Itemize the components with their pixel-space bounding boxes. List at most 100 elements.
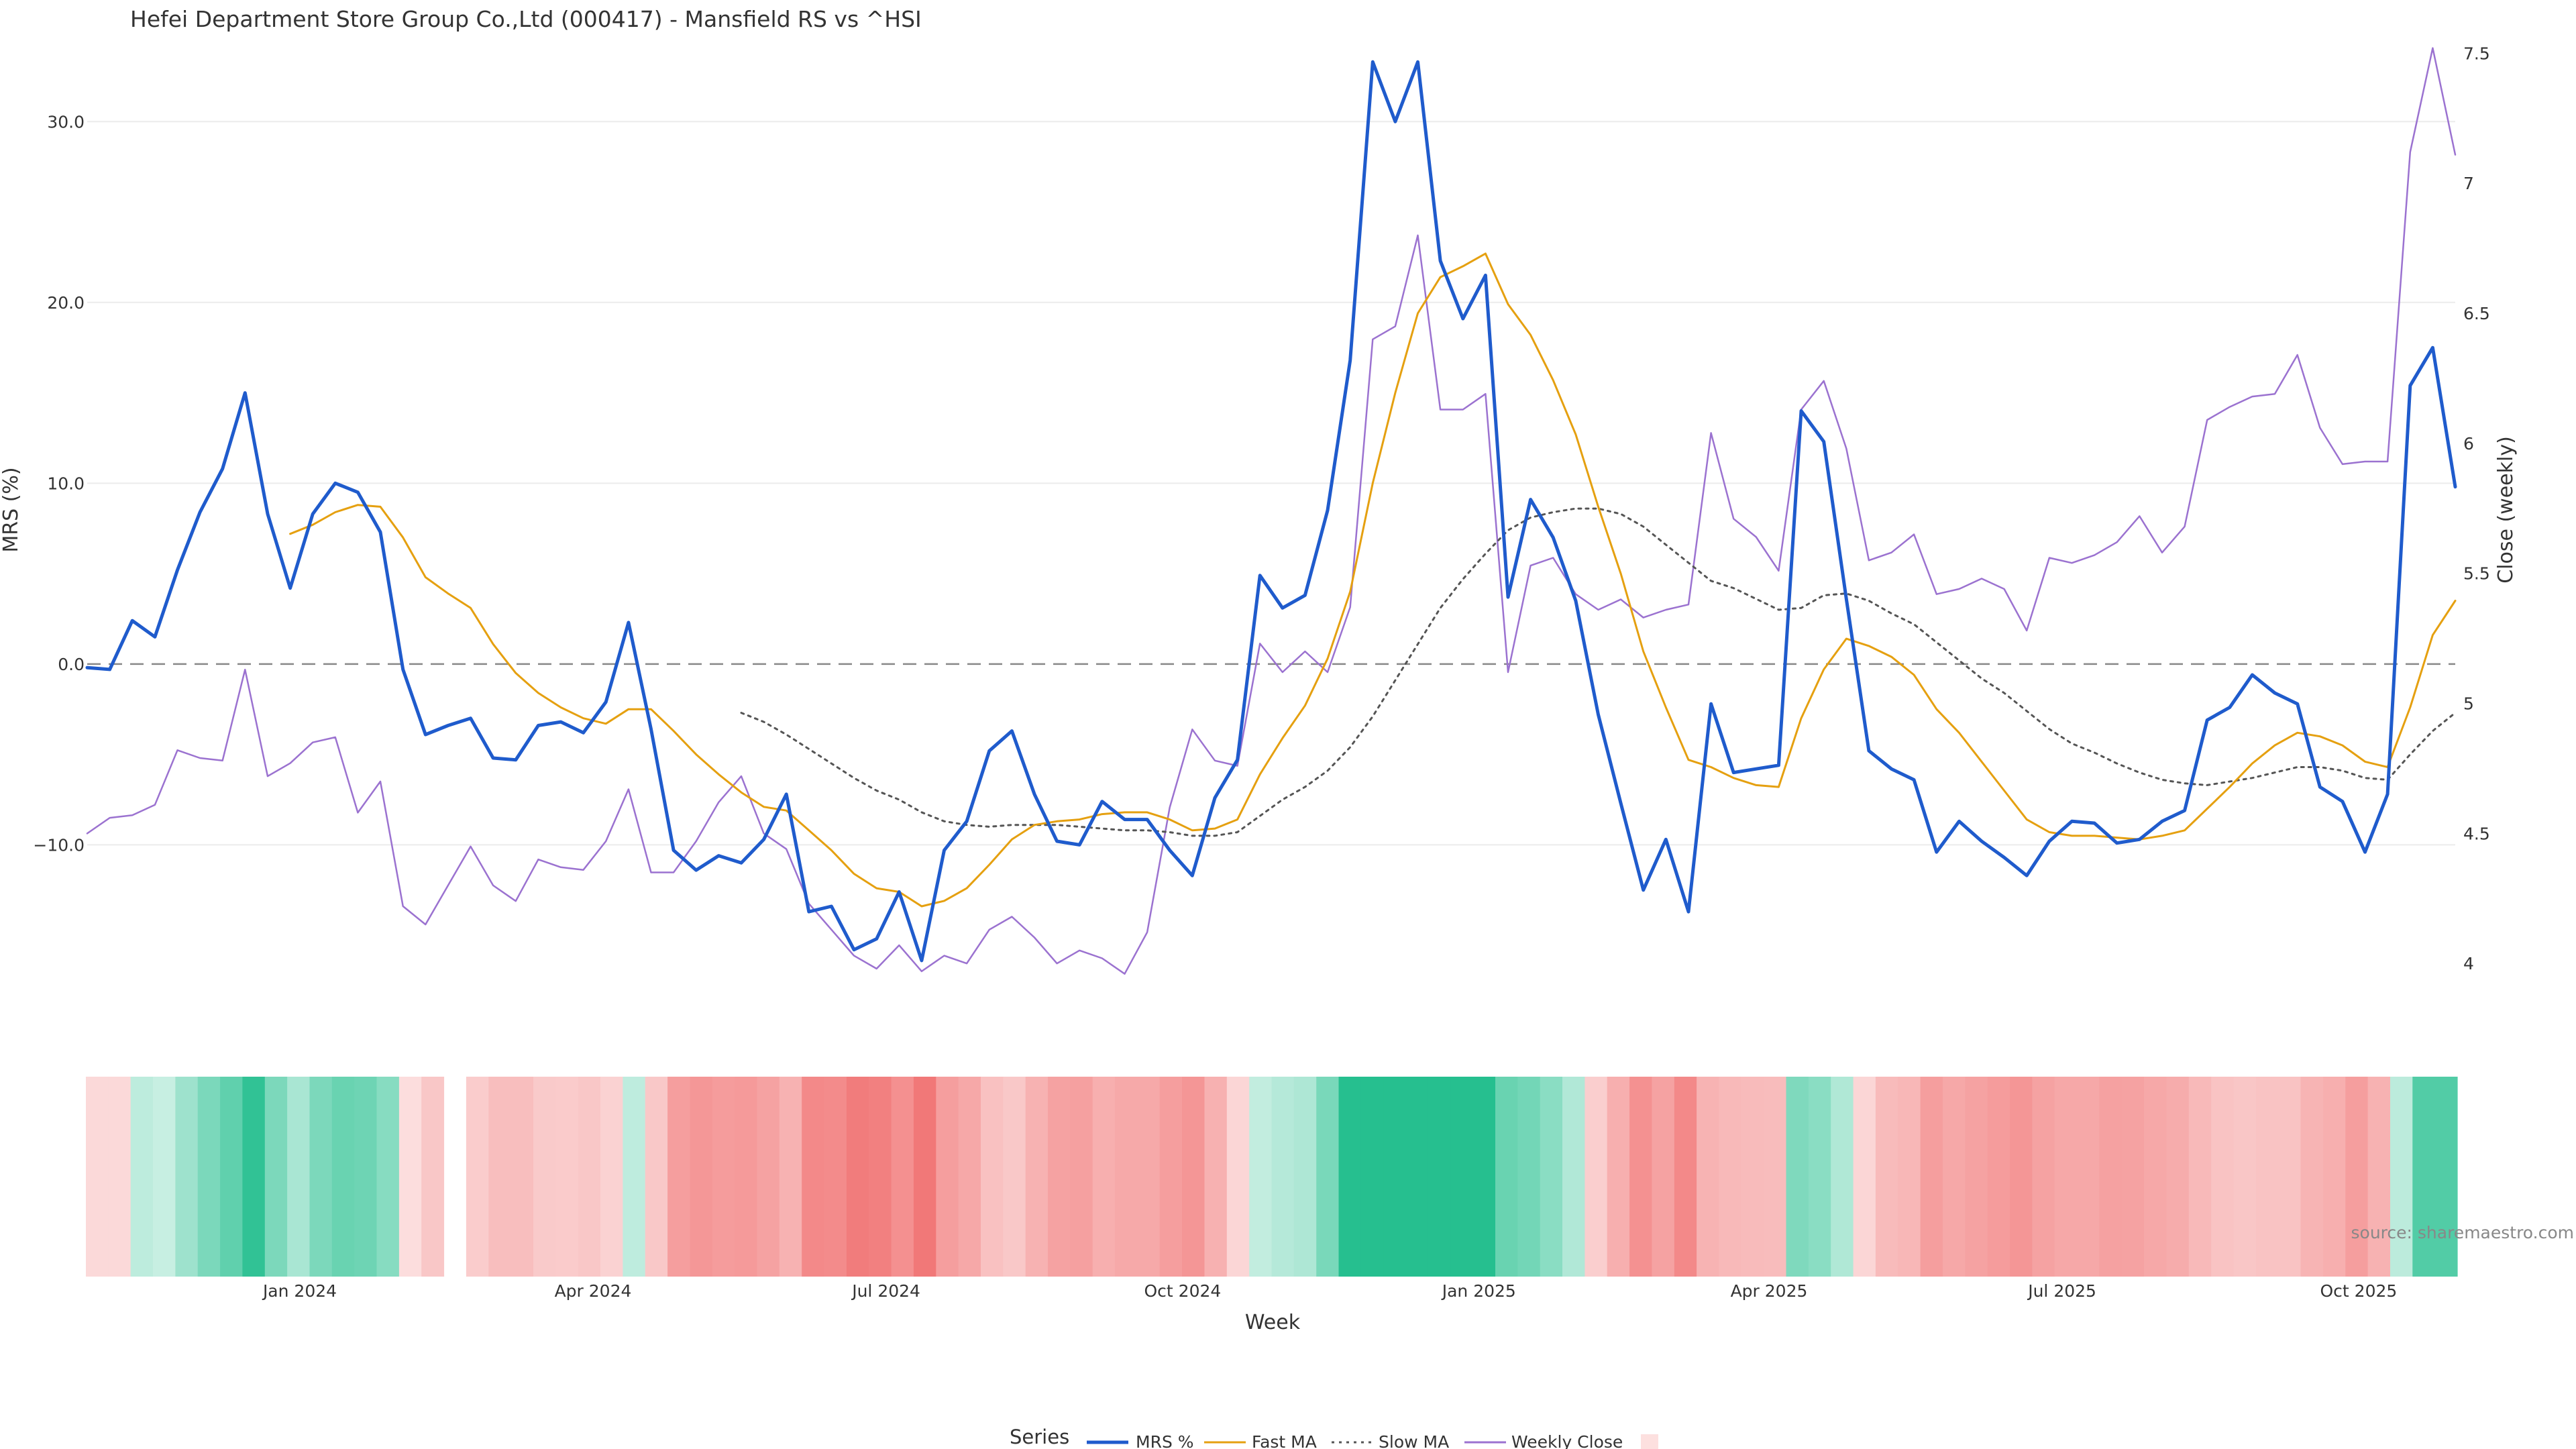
source-note: source: sharemaestro.com	[2351, 1223, 2575, 1242]
heatmap-cell	[488, 1077, 512, 1277]
heatmap-cell	[1003, 1077, 1026, 1277]
heatmap-cell	[1853, 1077, 1876, 1277]
heatmap-cell	[779, 1077, 802, 1277]
heatmap-cell	[1115, 1077, 1138, 1277]
heatmap-cell	[1808, 1077, 1831, 1277]
heatmap-cell	[1137, 1077, 1161, 1277]
series-line-mrs	[85, 60, 2457, 963]
heatmap-cell	[600, 1077, 623, 1277]
heatmap-cell	[1987, 1077, 2010, 1277]
heatmap-cell	[846, 1077, 869, 1277]
x-axis-ticks: Jan 2024 Apr 2024 Jul 2024 Oct 2024 Jan 2025…	[262, 1281, 2397, 1301]
heatmap-cell	[1965, 1077, 1988, 1277]
right-tick-label: 4.5	[2463, 824, 2490, 843]
heatmap-cell	[1316, 1077, 1340, 1277]
heatmap-cell	[1562, 1077, 1585, 1277]
x-tick-label: Jan 2025	[1441, 1281, 1516, 1301]
heatmap-cell	[1674, 1077, 1697, 1277]
heatmap-cell	[1360, 1077, 1384, 1277]
heatmap-cell	[153, 1077, 176, 1277]
heatmap-cell	[2121, 1077, 2145, 1277]
heatmap-cell	[86, 1077, 109, 1277]
heatmap-cell	[309, 1077, 333, 1277]
heatmap-cell	[2278, 1077, 2302, 1277]
heatmap-cell	[1405, 1077, 1429, 1277]
heatmap-cell	[2322, 1077, 2346, 1277]
heatmap-cell	[1697, 1077, 1719, 1277]
left-axis-ticks: −10.0 0.0 10.0 20.0 30.0	[33, 112, 85, 855]
heatmap-cell	[2010, 1077, 2033, 1277]
heatmap-cell	[1293, 1077, 1317, 1277]
heatmap-cell	[175, 1077, 199, 1277]
series-layer	[85, 47, 2457, 975]
legend: Series MRS % Fast MA Slow MA Weekly Close	[1010, 1426, 1658, 1449]
heatmap-cell	[1764, 1077, 1787, 1277]
heatmap-cell	[802, 1077, 825, 1277]
heatmap-cell	[2345, 1077, 2369, 1277]
heatmap-cell	[466, 1077, 489, 1277]
heatmap-cell	[2077, 1077, 2100, 1277]
legend-swatch	[1641, 1434, 1658, 1449]
x-axis-title: Week	[1245, 1311, 1301, 1334]
heatmap-cell	[1204, 1077, 1228, 1277]
right-tick-label: 5.5	[2463, 564, 2490, 584]
heatmap-cell	[108, 1077, 131, 1277]
heatmap-cell	[1652, 1077, 1675, 1277]
heatmap-cell	[2211, 1077, 2235, 1277]
right-tick-label: 6	[2463, 434, 2474, 453]
right-axis-ticks: 4 4.5 5 5.5 6 6.5 7 7.5	[2463, 44, 2490, 973]
heatmap-cell	[1249, 1077, 1273, 1277]
heatmap-cell	[1540, 1077, 1563, 1277]
legend-label: Weekly Close	[1511, 1432, 1623, 1449]
heatmap-cell	[242, 1077, 266, 1277]
right-tick-label: 6.5	[2463, 304, 2490, 323]
heatmap-cell	[2032, 1077, 2055, 1277]
heatmap-cell	[869, 1077, 892, 1277]
heatmap-cell	[958, 1077, 981, 1277]
heatmap-cell	[287, 1077, 310, 1277]
heatmap-cell	[936, 1077, 959, 1277]
heatmap-cell	[2166, 1077, 2190, 1277]
x-tick-label: Apr 2024	[555, 1281, 632, 1301]
legend-label: Fast MA	[1252, 1432, 1317, 1449]
x-tick-label: Jul 2025	[2027, 1281, 2096, 1301]
heatmap-cell	[398, 1077, 422, 1277]
heatmap-cell	[2390, 1077, 2413, 1277]
heatmap-cell	[735, 1077, 757, 1277]
heatmap-cell	[1607, 1077, 1630, 1277]
right-axis-title: Close (weekly)	[2494, 436, 2518, 584]
heatmap-cell	[2300, 1077, 2324, 1277]
x-tick-label: Jul 2024	[851, 1281, 920, 1301]
heatmap-cell	[1898, 1077, 1921, 1277]
x-tick-label: Apr 2025	[1731, 1281, 1808, 1301]
heatmap-cell	[623, 1077, 646, 1277]
heatmap-cell	[1338, 1077, 1362, 1277]
heatmap-cell	[1383, 1077, 1407, 1277]
heatmap-cell	[2255, 1077, 2279, 1277]
x-tick-label: Oct 2024	[1144, 1281, 1222, 1301]
heatmap-cell	[1875, 1077, 1898, 1277]
series-line-fast-ma	[289, 252, 2457, 908]
heatmap-cell	[757, 1077, 780, 1277]
heatmap-cell	[331, 1077, 355, 1277]
heatmap-cell	[1831, 1077, 1854, 1277]
heatmap-cell	[1920, 1077, 1943, 1277]
left-tick-label: 0.0	[58, 655, 85, 674]
heatmap-cell	[555, 1077, 579, 1277]
heatmap-cell	[1428, 1077, 1451, 1277]
right-tick-label: 7.5	[2463, 44, 2490, 63]
left-tick-label: −10.0	[33, 835, 85, 855]
heatmap-cell	[1182, 1077, 1205, 1277]
heatmap-cell	[913, 1077, 936, 1277]
heatmap-cell	[130, 1077, 154, 1277]
legend-label: Slow MA	[1379, 1432, 1449, 1449]
heatmap-cell	[891, 1077, 914, 1277]
right-tick-label: 5	[2463, 694, 2474, 714]
heatmap-cell	[1741, 1077, 1764, 1277]
x-tick-label: Jan 2024	[262, 1281, 337, 1301]
heatmap-cell	[1786, 1077, 1809, 1277]
heatmap-cell	[981, 1077, 1004, 1277]
left-tick-label: 10.0	[47, 474, 85, 493]
grid	[87, 121, 2455, 846]
